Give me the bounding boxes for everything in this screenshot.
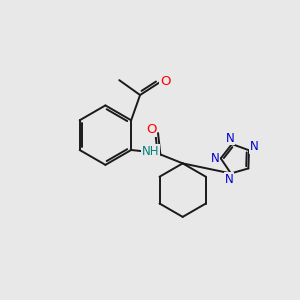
Text: N: N (210, 152, 219, 165)
Text: N: N (226, 132, 235, 145)
Text: N: N (250, 140, 258, 153)
Text: O: O (146, 123, 157, 136)
Text: NH: NH (142, 145, 159, 158)
Text: O: O (160, 74, 171, 88)
Text: N: N (224, 172, 233, 185)
